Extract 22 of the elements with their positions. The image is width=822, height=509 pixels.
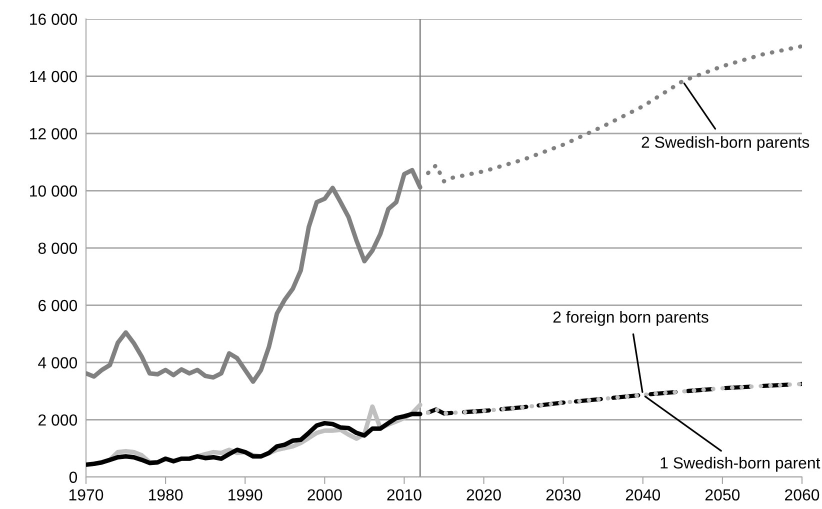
x-tick-label: 1990 xyxy=(228,489,262,501)
y-tick-label: 0 xyxy=(69,472,78,483)
y-tick-label: 2 000 xyxy=(38,414,78,426)
x-tick-label: 2040 xyxy=(626,489,660,501)
y-tick-label: 4 000 xyxy=(38,357,78,368)
y-tick-label: 8 000 xyxy=(38,242,78,254)
y-tick-label: 12 000 xyxy=(30,128,78,140)
series-label: 2 Swedish-born parents xyxy=(642,136,810,152)
x-tick-label: 2030 xyxy=(546,489,580,501)
x-tick-label: 2020 xyxy=(466,489,501,501)
x-tick-label: 2000 xyxy=(308,489,342,501)
y-tick-label: 10 000 xyxy=(30,185,78,197)
x-tick-label: 2050 xyxy=(705,489,740,501)
text: 2 foreign born parents xyxy=(553,311,708,326)
x-tick-label: 1970 xyxy=(69,489,104,501)
x-tick-label: 1980 xyxy=(149,489,183,501)
x-tick-label: 2060 xyxy=(785,489,820,501)
y-tick-label: 14 000 xyxy=(30,70,78,82)
y-tick-label: 16 000 xyxy=(30,14,78,25)
y-tick-label: 6 000 xyxy=(38,300,78,312)
text: 1 Swedish-born parent xyxy=(660,456,820,472)
x-tick-label: 2010 xyxy=(387,489,422,501)
